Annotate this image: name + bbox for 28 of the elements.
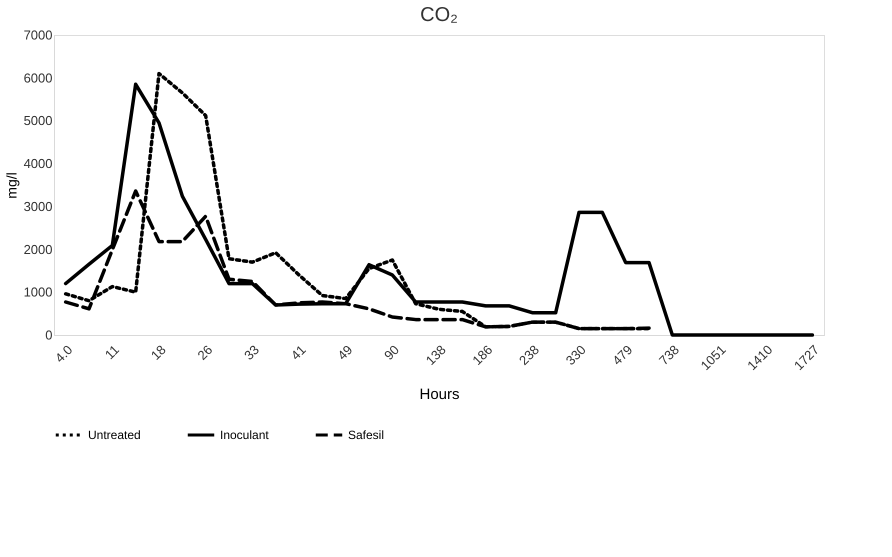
y-tick-label: 6000 [24, 70, 52, 86]
y-axis-title: mg/l [4, 172, 20, 199]
x-tick-label: 738 [656, 342, 682, 368]
legend-label: Untreated [88, 428, 141, 442]
y-tick-label: 5000 [24, 113, 52, 128]
x-tick-label: 90 [381, 342, 402, 363]
x-tick-label: 238 [516, 342, 542, 368]
x-tick-label: 49 [334, 342, 356, 363]
x-tick-label: 41 [288, 342, 309, 363]
chart-title: CO₂ [420, 4, 458, 26]
y-tick-label: 4000 [24, 156, 52, 172]
x-axis-title: Hours [419, 386, 460, 404]
x-tick-label: 138 [422, 342, 449, 368]
y-tick-label: 1000 [24, 284, 52, 300]
y-tick-label: 0 [45, 328, 52, 342]
x-tick-label: 4.0 [52, 342, 76, 366]
x-tick-label: 26 [194, 342, 216, 363]
x-tick-label: 330 [562, 342, 589, 368]
x-tick-label: 11 [102, 342, 122, 362]
x-tick-label: 186 [469, 342, 496, 368]
x-tick-label: 33 [241, 342, 262, 363]
y-tick-label: 2000 [24, 242, 52, 257]
y-tick-label: 3000 [24, 198, 52, 214]
y-tick-label: 7000 [24, 28, 52, 42]
x-tick-label: 479 [609, 342, 636, 368]
legend-label: Safesil [348, 428, 384, 442]
x-tick-label: 18 [148, 342, 169, 363]
legend-label: Inoculant [220, 428, 270, 442]
